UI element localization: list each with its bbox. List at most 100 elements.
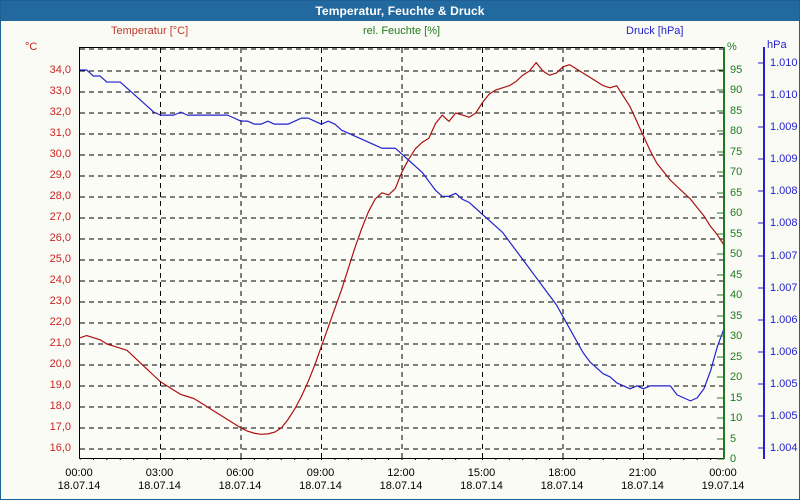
humidity-tick-mark xyxy=(717,171,723,173)
time-tick-date: 19.07.14 xyxy=(701,480,745,492)
humidity-tick-label: 80 xyxy=(730,125,743,138)
time-tick-date: 18.07.14 xyxy=(379,480,423,492)
legend-item-humidity: rel. Feuchte [%] xyxy=(363,25,441,37)
time-tick-date: 18.07.14 xyxy=(138,480,181,492)
humidity-tick-mark xyxy=(717,356,723,358)
humidity-tick-mark xyxy=(717,89,723,91)
humidity-tick-mark xyxy=(717,110,723,112)
temperature-tick-label: 21,0 xyxy=(49,337,71,349)
temperature-axis-unit: °C xyxy=(25,41,38,53)
pressure-tick-label: 1.005 xyxy=(770,409,798,422)
pressure-tick-mark xyxy=(758,351,763,353)
temperature-tick-label: 18,0 xyxy=(49,400,71,412)
time-tick-date: 18.07.14 xyxy=(460,480,503,492)
humidity-tick-label: 35 xyxy=(730,309,743,322)
pressure-tick-mark xyxy=(758,447,763,449)
humidity-tick-label: 75 xyxy=(730,145,743,158)
humidity-tick-mark xyxy=(717,335,723,337)
time-tick-label: 03:00 18.07.14 xyxy=(138,467,181,493)
humidity-tick-mark xyxy=(717,274,723,276)
time-tick-date: 18.07.14 xyxy=(540,480,584,492)
time-tick-label: 12:00 18.07.14 xyxy=(380,467,423,493)
temperature-tick-label: 23,0 xyxy=(49,295,71,307)
pressure-tick-label: 1.006 xyxy=(770,313,798,326)
temperature-tick-label: 27,0 xyxy=(49,211,71,223)
pressure-tick-label: 1.005 xyxy=(770,377,798,390)
legend-item-temperature: Temperatur [°C] xyxy=(111,25,189,37)
temperature-tick-label: 16,0 xyxy=(49,442,71,454)
temperature-tick-label: 29,0 xyxy=(49,169,71,181)
time-tick-time: 06:00 xyxy=(226,467,254,479)
pressure-axis-unit: hPa xyxy=(767,39,787,51)
pressure-tick-label: 1.008 xyxy=(770,185,798,198)
pressure-tick-mark xyxy=(758,383,763,385)
pressure-tick-label: 1.010 xyxy=(770,89,798,102)
humidity-tick-label: 60 xyxy=(730,207,743,220)
time-tick-time: 00:00 xyxy=(709,467,737,479)
humidity-tick-mark xyxy=(717,212,723,214)
temperature-tick-label: 19,0 xyxy=(49,379,71,391)
pressure-tick-mark xyxy=(758,319,763,321)
pressure-tick-mark xyxy=(758,255,763,256)
time-tick-date: 18.07.14 xyxy=(57,480,101,492)
time-tick-label: 09:00 18.07.14 xyxy=(299,467,342,493)
time-tick-date: 18.07.14 xyxy=(621,480,664,492)
temperature-tick-label: 24,0 xyxy=(49,274,71,286)
pressure-tick-mark xyxy=(758,126,763,128)
time-tick-time: 09:00 xyxy=(306,467,335,479)
temperature-tick-label: 22,0 xyxy=(49,316,71,328)
time-tick-label: 06:00 18.07.14 xyxy=(219,467,262,493)
pressure-tick-label: 1.006 xyxy=(770,345,798,358)
humidity-tick-mark xyxy=(717,253,723,255)
time-tick-time: 15:00 xyxy=(467,467,496,479)
time-tick-time: 12:00 xyxy=(387,467,415,479)
pressure-tick-mark xyxy=(758,287,763,289)
humidity-tick-label: 90 xyxy=(730,84,743,97)
pressure-axis-line xyxy=(763,47,765,459)
time-tick-label: 00:00 19.07.14 xyxy=(702,467,745,493)
humidity-tick-mark xyxy=(717,417,723,419)
legend-item-pressure: Druck [hPa] xyxy=(626,25,684,37)
temperature-tick-label: 26,0 xyxy=(49,232,71,244)
humidity-tick-mark xyxy=(717,192,723,194)
humidity-tick-label: 45 xyxy=(730,268,743,281)
series-line xyxy=(80,62,724,435)
humidity-tick-label: 95 xyxy=(730,64,743,76)
humidity-tick-mark xyxy=(717,376,723,378)
pressure-tick-label: 1.004 xyxy=(770,442,798,454)
humidity-tick-label: 30 xyxy=(730,330,743,343)
plot-area xyxy=(79,47,724,460)
pressure-tick-label: 1.007 xyxy=(770,249,798,262)
humidity-tick-label: 70 xyxy=(730,166,743,179)
humidity-tick-label: 50 xyxy=(730,248,743,261)
pressure-tick-mark xyxy=(758,415,763,417)
plot-canvas xyxy=(80,48,724,460)
humidity-tick-label: 0 xyxy=(730,453,737,465)
humidity-tick-label: 10 xyxy=(730,412,743,425)
humidity-axis-unit: % xyxy=(727,41,737,53)
temperature-tick-label: 30,0 xyxy=(49,148,71,160)
temperature-tick-label: 20,0 xyxy=(49,358,71,370)
pressure-tick-label: 1.009 xyxy=(770,121,798,134)
window-title-bar: Temperatur, Feuchte & Druck xyxy=(1,1,799,21)
temperature-tick-label: 28,0 xyxy=(49,190,71,202)
humidity-tick-label: 25 xyxy=(730,350,743,363)
humidity-tick-label: 20 xyxy=(730,371,743,384)
humidity-tick-mark xyxy=(717,458,723,460)
humidity-tick-mark xyxy=(717,438,723,440)
humidity-tick-mark xyxy=(717,130,723,132)
time-tick-time: 00:00 xyxy=(65,467,93,479)
humidity-tick-label: 40 xyxy=(730,289,743,302)
time-tick-date: 18.07.14 xyxy=(218,480,262,492)
time-tick-time: 18:00 xyxy=(548,467,576,479)
pressure-tick-mark xyxy=(758,190,763,192)
humidity-tick-label: 85 xyxy=(730,104,743,117)
humidity-tick-mark xyxy=(717,69,723,71)
temperature-tick-label: 33,0 xyxy=(49,85,71,97)
time-tick-date: 18.07.14 xyxy=(299,480,342,492)
humidity-tick-mark xyxy=(717,294,723,296)
pressure-tick-mark xyxy=(758,62,763,64)
temperature-tick-label: 32,0 xyxy=(49,106,71,118)
pressure-tick-mark xyxy=(758,222,763,224)
